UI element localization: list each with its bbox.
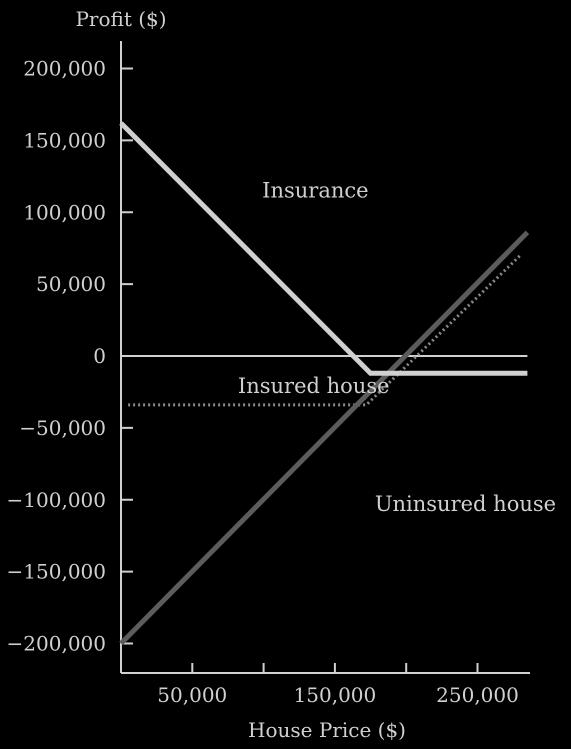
x-tick-label: 250,000 (436, 683, 519, 707)
y-tick-label: 200,000 (23, 57, 106, 81)
annotation-uninsured-house: Uninsured house (375, 492, 556, 516)
insured-house-line (128, 254, 522, 407)
y-tick-label: 0 (93, 344, 106, 368)
ticks: 200,000 150,000 100,000 50,000 0 −50,000 −100,… (7, 57, 519, 708)
y-tick-label: −150,000 (7, 560, 106, 584)
y-axis-title: Profit ($) (75, 7, 166, 31)
x-axis-title: House Price ($) (248, 718, 406, 742)
y-tick-label: 100,000 (23, 200, 106, 224)
y-tick-label: 150,000 (23, 128, 106, 152)
y-tick-label: −50,000 (19, 416, 106, 440)
uninsured-house-line (119, 230, 530, 646)
labels: Profit ($) House Price ($) Insurance Insu… (75, 7, 556, 742)
x-tick-label: 50,000 (157, 683, 227, 707)
insurance-line (119, 121, 528, 376)
annotation-insurance: Insurance (262, 179, 368, 203)
y-tick-label: −200,000 (7, 632, 106, 656)
x-tick-label: 150,000 (294, 683, 377, 707)
series (119, 121, 530, 646)
y-tick-label: −100,000 (7, 488, 106, 512)
annotation-insured-house: Insured house (238, 374, 390, 398)
y-tick-label: 50,000 (36, 272, 106, 296)
